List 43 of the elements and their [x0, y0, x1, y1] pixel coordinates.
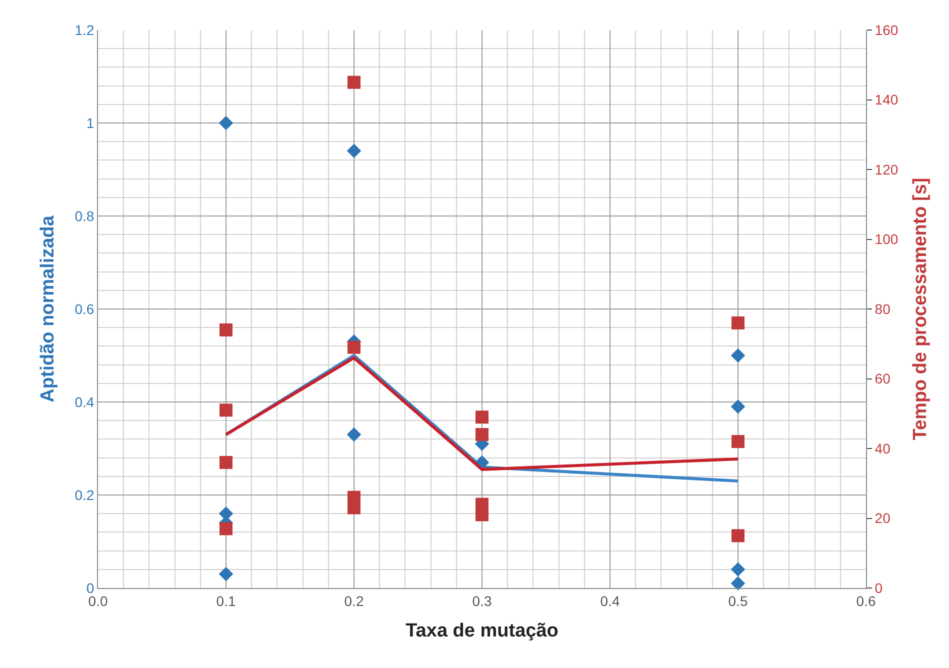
y-tick-label: 1.2 — [74, 22, 94, 38]
point — [220, 456, 232, 469]
point — [220, 404, 232, 417]
y2-tick-label: 140 — [874, 92, 898, 108]
point — [476, 428, 488, 442]
x-tick-label: 0.4 — [600, 592, 620, 609]
y2-tick-label: 20 — [874, 510, 891, 526]
point — [730, 562, 746, 577]
point — [732, 316, 744, 330]
y2-axis-title: Tempo de processamento [s] — [910, 178, 932, 440]
x-tick-label: 0.2 — [344, 592, 364, 609]
x-tick-label: 0.1 — [216, 592, 236, 609]
point — [346, 144, 362, 158]
point — [730, 348, 746, 363]
y2-tick-label: 80 — [874, 300, 891, 317]
point — [218, 116, 234, 130]
point — [348, 340, 360, 354]
point — [346, 427, 362, 442]
point — [730, 576, 746, 590]
y2-tick-label: 120 — [874, 161, 898, 178]
y-tick-label: 1 — [86, 114, 94, 131]
point — [732, 435, 744, 448]
point — [218, 566, 234, 582]
y-tick-label: 0.2 — [74, 486, 94, 503]
y2-tick-label: 160 — [874, 22, 898, 38]
point — [476, 410, 488, 424]
y2-tick-label: 100 — [874, 231, 898, 248]
x-axis-title: Taxa de mutação — [406, 620, 558, 642]
y-axis-title: Aptidão normalizada — [38, 215, 59, 402]
y2-tick-label: 60 — [874, 370, 891, 387]
x-tick-label: 0.6 — [856, 592, 876, 609]
point — [220, 522, 232, 536]
y-tick-label: 0.4 — [74, 394, 94, 410]
point — [220, 323, 232, 336]
y2-tick-label: 40 — [874, 440, 891, 456]
y-tick-label: 0.6 — [74, 300, 94, 317]
y-tick-label: 0.8 — [74, 208, 94, 224]
point — [348, 76, 360, 89]
y2-tick-label: 0 — [874, 580, 883, 596]
x-tick-label: 0.5 — [728, 592, 748, 609]
x-tick-label: 0.3 — [472, 592, 492, 609]
point — [732, 529, 744, 542]
point — [730, 400, 746, 414]
